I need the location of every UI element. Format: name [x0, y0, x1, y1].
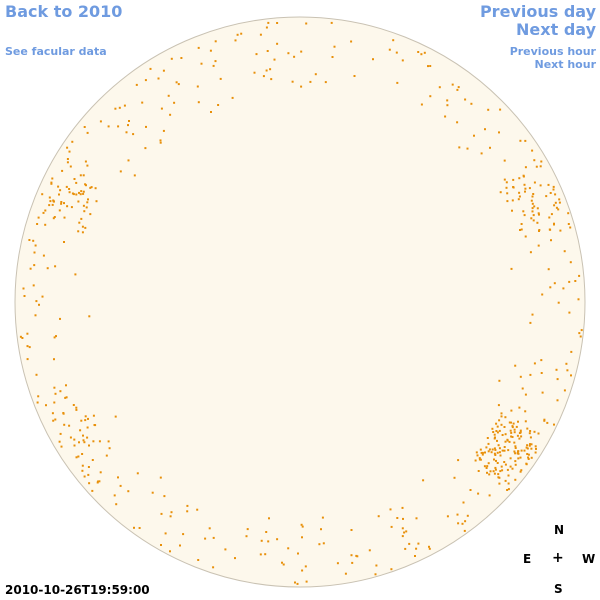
next-day-link[interactable]: Next day — [516, 20, 596, 39]
compass-east-label: E — [523, 552, 532, 566]
compass-south-label: S — [554, 582, 563, 596]
back-to-year-link[interactable]: Back to 2010 — [5, 2, 123, 21]
previous-day-link[interactable]: Previous day — [479, 2, 596, 21]
see-facular-data-link[interactable]: See facular data — [5, 45, 107, 58]
facular-points — [19, 21, 583, 585]
observation-timestamp: 2010-10-26T19:59:00 — [5, 583, 150, 597]
previous-hour-link[interactable]: Previous hour — [509, 45, 596, 58]
solar-disk — [14, 16, 586, 588]
compass-west-label: W — [582, 552, 596, 566]
compass-north-label: N — [554, 523, 565, 537]
compass-center-icon: + — [552, 550, 564, 566]
next-hour-link[interactable]: Next hour — [534, 58, 597, 71]
